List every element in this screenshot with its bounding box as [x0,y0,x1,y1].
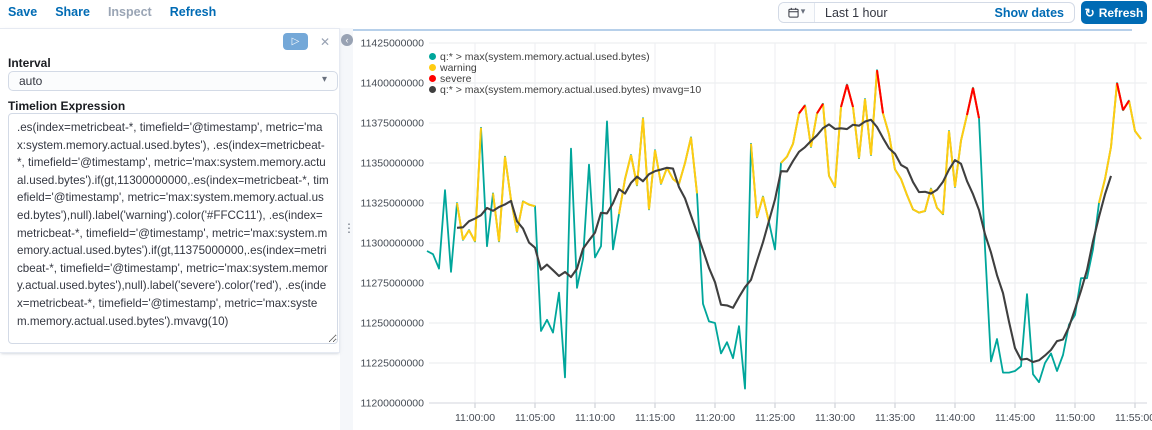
app-menu: Save Share Inspect Refresh [8,5,216,19]
x-axis-tick-label: 11:10:00 [575,412,615,424]
y-axis-tick-label: 11250000000 [361,318,425,330]
x-axis-tick-label: 11:15:00 [635,412,675,424]
timelion-expression-panel: ▷ ✕ Interval auto ▾ Timelion Expression … [0,28,340,353]
chart-legend: q:* > max(system.memory.actual.used.byte… [429,50,702,96]
play-button[interactable]: ▷ [282,33,308,50]
y-axis-tick-label: 11275000000 [361,278,425,290]
y-axis-tick-label: 11325000000 [361,198,425,210]
calendar-icon [788,7,799,18]
x-axis-tick-label: 11:00:00 [455,412,495,424]
refresh-icon: ↻ [1084,5,1095,20]
y-axis-tick-label: 11425000000 [361,38,425,50]
y-axis-tick-label: 11225000000 [361,358,425,370]
legend-dot-dark [429,86,436,93]
save-button[interactable]: Save [8,5,38,19]
share-button[interactable]: Share [55,5,90,19]
close-icon[interactable]: ✕ [319,34,330,49]
top-toolbar: Save Share Inspect Refresh ▾ Last 1 hour… [0,0,1152,26]
legend-label: severe [440,72,472,85]
inspect-button[interactable]: Inspect [107,5,152,19]
timelion-expression-input[interactable]: .es(index=metricbeat-*, timefield='@time… [8,113,338,344]
interval-select[interactable]: auto ▾ [8,71,338,91]
date-picker-quick-menu-button[interactable]: ▾ [779,3,815,22]
refresh-button[interactable]: ↻ Refresh [1081,1,1147,24]
interval-label: Interval [8,56,51,70]
y-axis-tick-label: 11200000000 [361,398,425,410]
x-axis-tick-label: 11:05:00 [515,412,555,424]
legend-label: q:* > max(system.memory.actual.used.byte… [440,83,702,96]
resizer-grab-icon[interactable]: ⋮ [343,221,355,235]
show-dates-button[interactable]: Show dates [994,5,1064,20]
legend-dot-teal [429,53,436,60]
series-severe-line [798,70,1130,119]
legend-dot-yellow [429,64,436,71]
x-axis-tick-label: 11:20:00 [695,412,735,424]
y-axis-tick-label: 11350000000 [361,158,425,170]
y-axis-tick-label: 11400000000 [361,78,425,90]
refresh-link[interactable]: Refresh [169,5,217,19]
x-axis-tick-label: 11:50:00 [1055,412,1095,424]
legend-label: q:* > max(system.memory.actual.used.byte… [440,50,650,63]
series-warning-line [456,70,1142,242]
series-mvavg-line [456,118,1112,364]
time-range-value[interactable]: Last 1 hour [825,5,888,20]
x-axis-tick-label: 11:55:00 [1115,412,1152,424]
legend-item-mvavg: q:* > max(system.memory.actual.used.byte… [429,83,702,96]
expression-label: Timelion Expression [8,99,126,113]
chevron-down-icon: ▾ [800,5,806,16]
legend-dot-red [429,75,436,82]
legend-item-severe: severe [429,72,701,85]
legend-item-warning: warning [429,61,701,74]
x-axis-tick-label: 11:25:00 [755,412,795,424]
series-raw-line [426,69,1142,390]
interval-selected-value: auto [19,74,43,88]
x-axis-tick-label: 11:30:00 [815,412,855,424]
time-range-picker[interactable]: ▾ Last 1 hour Show dates [778,2,1075,23]
legend-item-raw: q:* > max(system.memory.actual.used.byte… [429,50,701,63]
legend-label: warning [440,61,477,74]
x-axis-tick-label: 11:45:00 [995,412,1035,424]
x-axis-tick-label: 11:40:00 [935,412,975,424]
panel-resizer[interactable] [340,28,353,430]
y-axis-tick-label: 11300000000 [361,238,425,250]
collapse-panel-button[interactable]: ‹ [341,34,353,46]
y-axis-tick-label: 11375000000 [361,118,425,130]
x-axis-tick-label: 11:35:00 [875,412,915,424]
chevron-down-icon: ▾ [321,73,327,85]
refresh-button-label: Refresh [1098,5,1144,20]
expression-actions: ▷ ✕ [0,33,332,50]
